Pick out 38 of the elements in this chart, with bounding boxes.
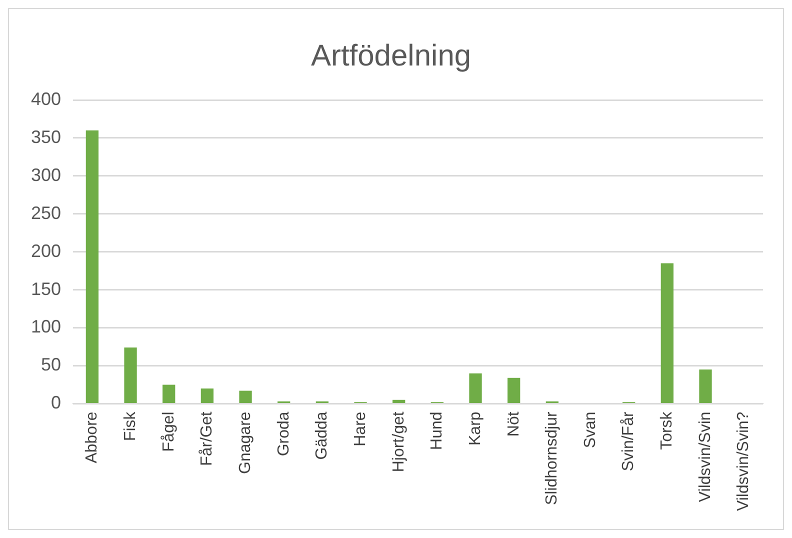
x-tick-label: Karp	[466, 412, 484, 446]
y-tick-label: 100	[30, 316, 62, 337]
bar	[699, 370, 712, 403]
x-tick-label: Abbore	[84, 412, 101, 464]
x-tick-label: Fisk	[122, 410, 139, 442]
y-tick-label: 50	[41, 354, 62, 375]
y-tick-label: 150	[30, 278, 62, 299]
x-tick-label: Groda	[275, 412, 292, 456]
bar	[124, 348, 137, 403]
bar	[162, 384, 176, 403]
x-tick-label: Svan	[582, 412, 599, 448]
bar	[508, 378, 520, 403]
y-tick-label: 0	[51, 392, 62, 413]
bar	[469, 373, 482, 403]
x-tick-label: Gnagare	[236, 412, 254, 474]
x-tick-label: Nöt	[505, 411, 522, 437]
y-tick-label: 350	[30, 126, 62, 147]
x-tick-label: Vildsvin/Svin	[696, 412, 714, 502]
x-tick-label: Slidhornsdjur	[544, 411, 561, 506]
x-tick-label: Hund	[428, 412, 446, 450]
x-tick-label: Fågel	[160, 412, 178, 452]
bar	[200, 388, 214, 403]
x-tick-label: Hare	[352, 412, 369, 446]
bar	[392, 400, 406, 403]
x-tick-label: Vildsvin/Svin?	[735, 412, 752, 511]
x-tick-label: Hjort/get	[390, 411, 408, 472]
chart-title: Artfödelning	[310, 39, 472, 72]
x-tick-label: Får/Get	[198, 411, 216, 466]
x-tick-label: Torsk	[658, 410, 676, 450]
x-tick-label: Gädda	[314, 412, 331, 460]
bar	[239, 390, 252, 403]
bar	[660, 263, 674, 403]
bar	[86, 130, 99, 403]
y-tick-label: 400	[30, 88, 62, 109]
x-tick-label: Svin/Får	[620, 411, 638, 472]
y-tick-label: 200	[30, 240, 62, 261]
y-tick-label: 300	[30, 164, 62, 185]
y-tick-label: 250	[30, 202, 62, 223]
